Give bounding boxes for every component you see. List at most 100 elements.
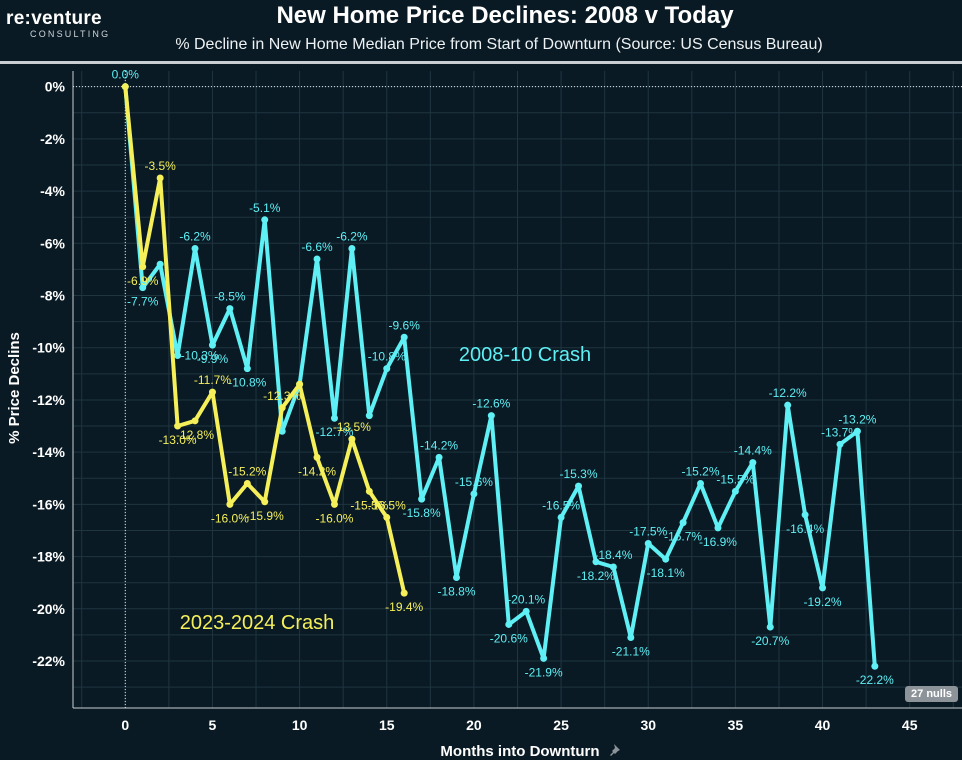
data-label: -16.5% <box>368 498 406 512</box>
axes: 0% -2% -4% -6% -8% -10% -12% -14% -16% -18% -20% -2… <box>32 71 962 733</box>
data-point[interactable] <box>208 388 216 396</box>
data-label: -9.6% <box>389 318 421 332</box>
data-point[interactable] <box>278 427 286 435</box>
data-point[interactable] <box>243 365 251 373</box>
data-point[interactable] <box>139 284 147 292</box>
data-point[interactable] <box>784 401 792 409</box>
data-point[interactable] <box>418 495 426 503</box>
data-point[interactable] <box>853 427 861 435</box>
data-label: -7.7% <box>127 295 159 309</box>
data-point[interactable] <box>470 490 478 498</box>
data-label: -18.2% <box>577 569 615 583</box>
data-label: -22.2% <box>856 673 894 687</box>
data-label: -13.2% <box>838 412 876 426</box>
data-point[interactable] <box>400 333 408 341</box>
data-point[interactable] <box>575 482 583 490</box>
data-label: -9.9% <box>197 352 229 366</box>
y-tick-label: -22% <box>32 653 65 669</box>
data-point[interactable] <box>174 422 182 430</box>
data-label: -16.0% <box>211 511 249 525</box>
data-point[interactable] <box>191 417 199 425</box>
series-line-2008[interactable] <box>123 86 877 667</box>
data-point[interactable] <box>121 83 129 91</box>
data-point[interactable] <box>226 305 234 313</box>
data-point[interactable] <box>627 634 635 642</box>
data-point[interactable] <box>505 620 513 628</box>
data-point[interactable] <box>139 263 147 271</box>
data-point[interactable] <box>383 365 391 373</box>
data-label: -15.2% <box>682 464 720 478</box>
chart-title: New Home Price Declines: 2008 v Today <box>276 2 734 29</box>
data-label: -16.7% <box>664 530 702 544</box>
data-label: -13.7% <box>821 425 859 439</box>
data-point[interactable] <box>261 498 269 506</box>
data-point[interactable] <box>191 245 199 253</box>
data-label: -16.5% <box>542 498 580 512</box>
data-point[interactable] <box>313 453 321 461</box>
data-point[interactable] <box>365 487 373 495</box>
data-label: -13.5% <box>333 420 371 434</box>
data-label: -19.4% <box>385 600 423 614</box>
data-point[interactable] <box>714 524 722 532</box>
data-point[interactable] <box>278 404 286 412</box>
x-tick-label: 15 <box>379 717 395 733</box>
data-label: -5.1% <box>249 201 281 215</box>
data-point[interactable] <box>400 589 408 597</box>
data-label: -10.8% <box>368 350 406 364</box>
data-point[interactable] <box>348 245 356 253</box>
data-point[interactable] <box>836 440 844 448</box>
data-point[interactable] <box>697 479 705 487</box>
data-point[interactable] <box>662 555 670 563</box>
y-tick-label: -10% <box>32 340 65 356</box>
data-point[interactable] <box>557 513 565 521</box>
data-point[interactable] <box>435 453 443 461</box>
y-tick-label: -16% <box>32 496 65 512</box>
data-label: -20.6% <box>490 631 528 645</box>
data-label: -20.7% <box>751 634 789 648</box>
pin-icon[interactable] <box>610 744 620 756</box>
data-point[interactable] <box>365 412 373 420</box>
data-point[interactable] <box>208 341 216 349</box>
data-point[interactable] <box>330 500 338 508</box>
data-point[interactable] <box>156 260 164 268</box>
data-point[interactable] <box>522 607 530 615</box>
y-tick-label: -20% <box>32 601 65 617</box>
data-point[interactable] <box>226 500 234 508</box>
chart-subtitle: % Decline in New Home Median Price from … <box>175 36 823 53</box>
data-point[interactable] <box>731 487 739 495</box>
nulls-badge[interactable]: 27 nulls <box>905 686 958 702</box>
data-point[interactable] <box>644 540 652 548</box>
data-point[interactable] <box>679 519 687 527</box>
data-label: -15.2% <box>228 464 266 478</box>
header-divider <box>0 61 962 64</box>
data-point[interactable] <box>296 380 304 388</box>
data-point[interactable] <box>609 563 617 571</box>
data-point[interactable] <box>330 414 338 422</box>
data-point[interactable] <box>383 513 391 521</box>
data-labels: 0.0% -7.7% -6.2% -9.9% -8.5% -10.8% -5.1% -6.6%… <box>112 68 895 688</box>
y-tick-label: -8% <box>40 288 65 304</box>
annotation-2023-crash: 2023-2024 Crash <box>180 612 335 634</box>
data-point[interactable] <box>766 623 774 631</box>
data-point[interactable] <box>156 174 164 182</box>
data-point[interactable] <box>313 255 321 263</box>
data-point[interactable] <box>487 412 495 420</box>
data-label: -14.2% <box>298 464 336 478</box>
data-label: -14.2% <box>420 438 458 452</box>
data-label: -10.3% <box>181 349 219 363</box>
data-point[interactable] <box>540 654 548 662</box>
data-point[interactable] <box>819 584 827 592</box>
data-point[interactable] <box>452 573 460 581</box>
data-label: -10.8% <box>228 376 266 390</box>
data-label: -12.2% <box>769 386 807 400</box>
data-point[interactable] <box>174 352 182 360</box>
data-point[interactable] <box>871 662 879 670</box>
data-point[interactable] <box>801 511 809 519</box>
data-point[interactable] <box>243 479 251 487</box>
data-point[interactable] <box>348 435 356 443</box>
data-point[interactable] <box>749 459 757 467</box>
data-label: -17.5% <box>629 525 667 539</box>
data-point[interactable] <box>261 216 269 224</box>
data-label: -16.4% <box>786 522 824 536</box>
data-point[interactable] <box>592 558 600 566</box>
